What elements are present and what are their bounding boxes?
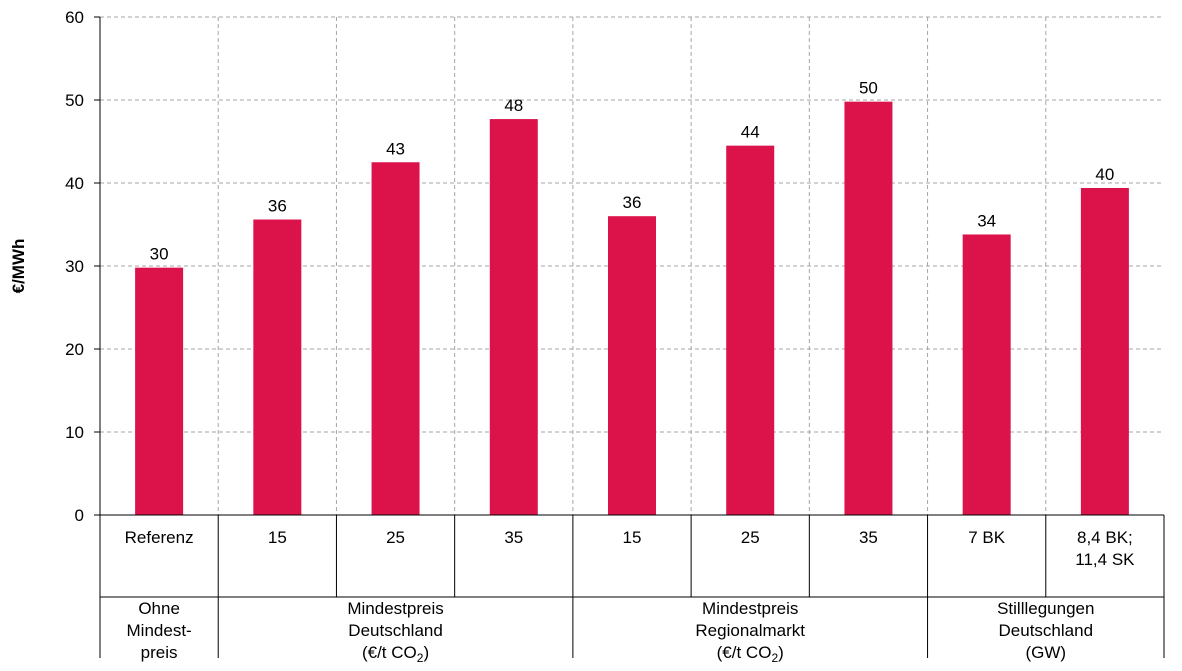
group-label: Mindest-: [127, 621, 192, 640]
group-label: (GW): [1025, 643, 1066, 662]
group-unit-label: (€/t CO2): [717, 643, 784, 665]
category-label: 35: [504, 528, 523, 547]
bar: [1080, 187, 1129, 516]
bar: [726, 145, 775, 515]
group-label: Deutschland: [999, 621, 1094, 640]
data-label: 44: [741, 123, 760, 142]
group-unit-label: (€/t CO2): [362, 643, 429, 665]
data-label: 50: [859, 79, 878, 98]
y-tick-label: 40: [65, 174, 84, 193]
y-axis-label: €/MWh: [9, 239, 28, 294]
group-label: Mindestpreis: [702, 599, 798, 618]
bar: [844, 101, 893, 515]
data-label: 43: [386, 139, 405, 158]
bar: [608, 216, 656, 515]
category-label: 25: [741, 528, 760, 547]
group-label: preis: [141, 643, 178, 662]
category-label: 15: [268, 528, 287, 547]
category-label: 8,4 BK;: [1077, 528, 1133, 547]
group-label: Stilllegungen: [997, 599, 1094, 618]
group-label: Deutschland: [348, 621, 443, 640]
category-label: Referenz: [125, 528, 194, 547]
data-label: 48: [504, 96, 523, 115]
y-tick-label: 20: [65, 340, 84, 359]
bar: [253, 219, 302, 515]
data-label: 36: [268, 197, 287, 216]
group-label: Regionalmarkt: [695, 621, 805, 640]
bar: [135, 267, 184, 515]
category-label: 25: [386, 528, 405, 547]
data-label: 40: [1095, 165, 1114, 184]
category-label: 7 BK: [968, 528, 1006, 547]
category-label: 35: [859, 528, 878, 547]
data-label: 30: [150, 245, 169, 264]
category-label: 11,4 SK: [1075, 550, 1135, 569]
bar: [962, 234, 1011, 515]
y-tick-label: 0: [75, 506, 84, 525]
group-label: Mindestpreis: [347, 599, 443, 618]
y-tick-label: 10: [65, 423, 84, 442]
data-label: 36: [623, 193, 642, 212]
y-tick-label: 50: [65, 91, 84, 110]
y-tick-label: 60: [65, 8, 84, 27]
y-tick-label: 30: [65, 257, 84, 276]
category-label: 15: [623, 528, 642, 547]
bar: [489, 119, 538, 515]
group-label: Ohne: [138, 599, 180, 618]
data-label: 34: [977, 211, 996, 230]
bar: [371, 162, 420, 515]
